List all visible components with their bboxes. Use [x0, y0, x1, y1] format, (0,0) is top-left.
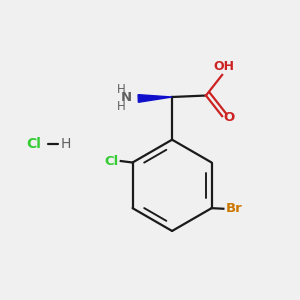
Text: O: O — [224, 111, 235, 124]
Text: H: H — [61, 137, 71, 151]
Text: OH: OH — [213, 60, 234, 73]
Text: N: N — [121, 92, 132, 104]
Text: Cl: Cl — [26, 137, 41, 151]
Polygon shape — [138, 94, 172, 102]
Text: Br: Br — [226, 202, 243, 215]
Text: H: H — [117, 100, 125, 113]
Text: H: H — [117, 83, 125, 96]
Text: Cl: Cl — [105, 154, 119, 167]
